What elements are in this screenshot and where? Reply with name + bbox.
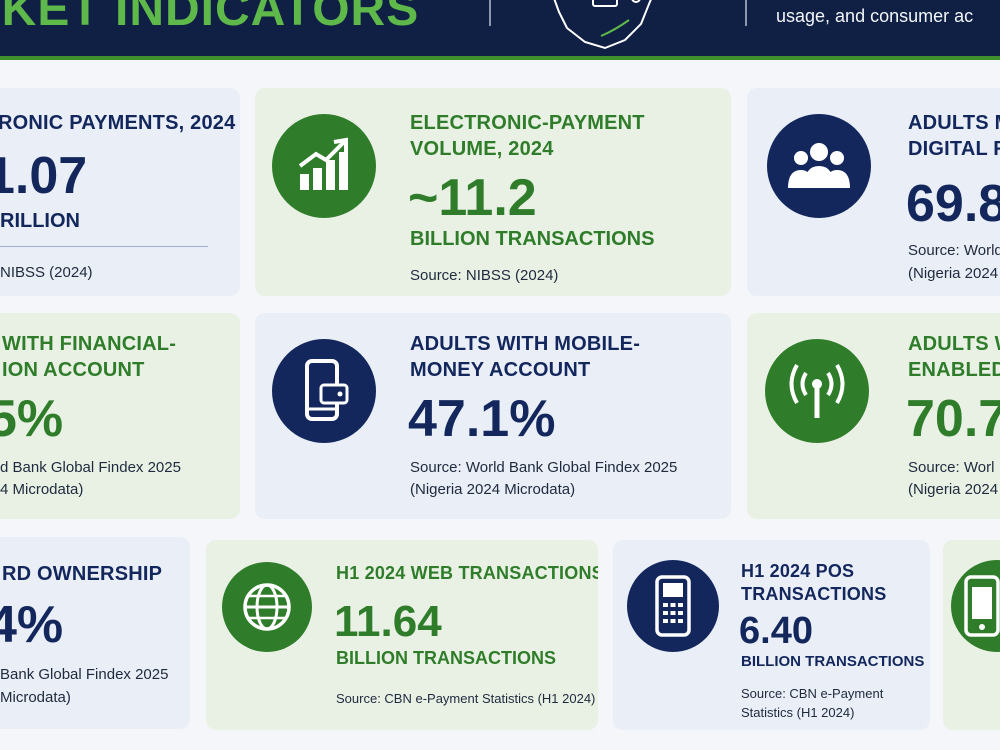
card-financial-account: WITH FINANCIAL- ION ACCOUNT 5% d Bank Gl… (0, 313, 240, 519)
card-source: (Nigeria 2024 (908, 265, 999, 282)
card-source: Source: CBN e-Payment Statistics (H1 202… (336, 691, 596, 706)
card-label: RONIC PAYMENTS, 2024 (0, 112, 236, 134)
card-value: 6.40 (739, 610, 813, 652)
card-label: RD OWNERSHIP (2, 563, 163, 585)
card-label: ADULTS WITH MOBILE- (410, 333, 641, 355)
card-value: 5% (0, 390, 64, 448)
card-mobile-money: ADULTS WITH MOBILE- MONEY ACCOUNT 47.1% … (255, 313, 731, 519)
tablet-icon (951, 560, 1000, 652)
card-payment-volume: ELECTRONIC-PAYMENT VOLUME, 2024 ~11.2 BI… (255, 88, 731, 296)
card-source: Bank Global Findex 2025 (0, 666, 169, 683)
card-source: (Nigeria 2024 (908, 481, 999, 498)
card-label: TRANSACTIONS (741, 584, 887, 604)
header-divider (745, 0, 747, 26)
card-source: Source: World Bank Global Findex 2025 (410, 459, 678, 476)
card-value: 70.7 (906, 390, 1000, 448)
header-tagline: usage, and consumer ac (776, 6, 974, 26)
card-label: ION ACCOUNT (2, 359, 145, 381)
card-label: H1 2024 WEB TRANSACTIONS (336, 563, 598, 583)
card-label: ENABLED (908, 359, 1000, 381)
mobile-wallet-icon (272, 339, 376, 443)
header-divider (489, 0, 491, 26)
card-source: d Bank Global Findex 2025 (0, 459, 181, 476)
card-source: Statistics (H1 2024) (741, 705, 855, 720)
card-web-transactions: H1 2024 WEB TRANSACTIONS 11.64 BILLION T… (206, 540, 598, 730)
card-label: H1 2024 POS (741, 561, 855, 581)
pos-terminal-icon (627, 560, 719, 652)
card-adults-digital: ADULTS M DIGITAL F 69.8 Source: World (N… (747, 88, 1000, 296)
card-value: ~11.2 (408, 169, 537, 227)
card-source: Source: NIBSS (2024) (410, 267, 559, 284)
card-payments-value: RONIC PAYMENTS, 2024 1.07 RILLION NIBSS … (0, 88, 240, 296)
page-title: RKET INDICATORS (0, 0, 420, 36)
card-value: 69.8 (906, 175, 1000, 233)
card-label: MONEY ACCOUNT (410, 359, 591, 381)
header-bar: RKET INDICATORS usage, and consumer ac (0, 0, 1000, 56)
card-value: 4% (0, 596, 64, 654)
card-label: ADULTS M (908, 112, 1000, 134)
card-label: VOLUME, 2024 (410, 138, 554, 160)
card-partial-right (943, 540, 1000, 730)
card-label: DIGITAL F (908, 138, 1000, 160)
card-source: Source: Worl (908, 459, 995, 476)
card-source: Source: CBN e-Payment (741, 686, 884, 701)
card-pos-transactions: H1 2024 POS TRANSACTIONS 6.40 BILLION TR… (613, 540, 930, 730)
card-source: 4 Microdata) (0, 481, 84, 498)
card-unit: BILLION TRANSACTIONS (410, 228, 655, 250)
card-label: ADULTS W (908, 333, 1000, 355)
card-adults-enabled: ADULTS W ENABLED 70.7 Source: Worl (Nige… (747, 313, 1000, 519)
card-divider (0, 246, 208, 247)
card-value: 1.07 (0, 147, 88, 205)
card-unit: BILLION TRANSACTIONS (741, 653, 925, 670)
card-unit: BILLION TRANSACTIONS (336, 648, 556, 668)
card-source: Source: World (908, 242, 1000, 259)
card-source: (Nigeria 2024 Microdata) (410, 481, 576, 498)
bar-chart-icon (272, 114, 376, 218)
nigeria-map-icon (553, 0, 652, 50)
card-source: NIBSS (2024) (0, 264, 93, 281)
card-unit: RILLION (0, 210, 80, 232)
card-label: ELECTRONIC-PAYMENT (410, 112, 645, 134)
card-source: Microdata) (0, 689, 71, 706)
people-icon (767, 114, 871, 218)
card-value: 11.64 (334, 597, 442, 646)
card-card-ownership: RD OWNERSHIP 4% Bank Global Findex 2025 … (0, 537, 190, 729)
card-value: 47.1% (408, 390, 556, 448)
signal-tower-icon (765, 339, 869, 443)
header-accent-line (0, 56, 1000, 60)
globe-icon (222, 562, 312, 652)
card-label: WITH FINANCIAL- (2, 333, 177, 355)
